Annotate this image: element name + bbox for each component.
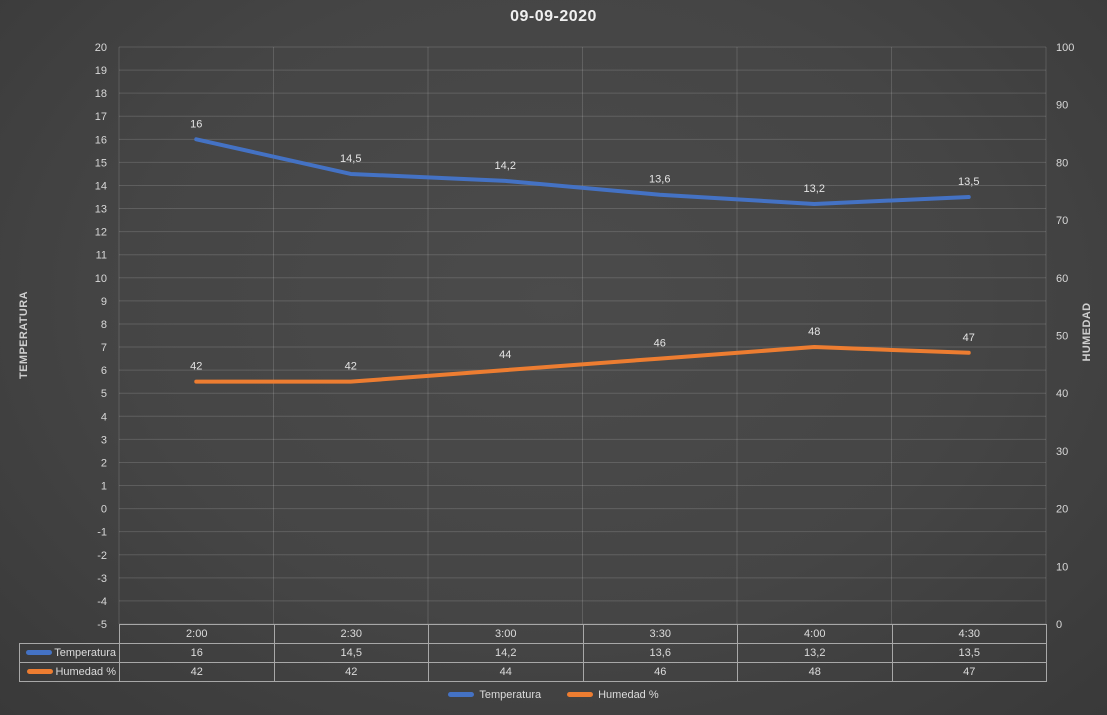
temperatura-data-label: 14,5 xyxy=(340,153,361,165)
table-row: Temperatura 16 14,5 14,2 13,6 13,2 13,5 xyxy=(19,643,1047,663)
table-header-cell: 4:30 xyxy=(891,624,1047,644)
table-row: Humedad % 42 42 44 46 48 47 xyxy=(19,662,1047,682)
table-header-cell: 3:30 xyxy=(582,624,738,644)
table-cell: 42 xyxy=(119,662,275,682)
table-row-label: Humedad % xyxy=(19,662,120,682)
left-axis-tick: 8 xyxy=(101,319,107,331)
table-cell: 42 xyxy=(273,662,429,682)
table-cell: 14,2 xyxy=(428,643,584,663)
table-cell: 44 xyxy=(428,662,584,682)
left-axis-tick: 1 xyxy=(101,481,107,493)
table-cell: 14,5 xyxy=(273,643,429,663)
left-axis-tick: 9 xyxy=(101,296,107,308)
left-axis-tick: 18 xyxy=(95,88,107,100)
chart-data-table: 2:00 2:30 3:00 3:30 4:00 4:30 Temperatura 16 14,… xyxy=(19,624,1047,682)
left-axis-tick: -5 xyxy=(97,619,107,631)
right-axis-tick: 100 xyxy=(1056,42,1074,54)
humedad-data-label: 42 xyxy=(345,361,357,373)
left-axis-tick: 11 xyxy=(96,250,107,262)
chart-title: 09-09-2020 xyxy=(510,8,597,25)
table-cell: 13,5 xyxy=(891,643,1047,663)
table-header-cell: 2:30 xyxy=(273,624,429,644)
humedad-data-label: 47 xyxy=(963,332,975,344)
left-axis-tick: -3 xyxy=(97,573,107,585)
humedad-legend-swatch-icon xyxy=(567,691,594,697)
right-axis-tick: 90 xyxy=(1056,100,1068,112)
table-cell: 16 xyxy=(119,643,275,663)
table-header-cell: 3:00 xyxy=(428,624,584,644)
table-cell: 47 xyxy=(891,662,1047,682)
left-axis-tick: 16 xyxy=(95,134,107,146)
table-cell: 48 xyxy=(737,662,893,682)
humedad-line xyxy=(194,345,971,384)
left-axis-tick: 10 xyxy=(95,273,107,285)
temperatura-data-label: 16 xyxy=(190,118,202,130)
right-axis-tick: 10 xyxy=(1056,561,1068,573)
left-axis-tick: 17 xyxy=(95,111,107,123)
right-axis-tick: 20 xyxy=(1056,504,1068,516)
right-axis-tick: 80 xyxy=(1056,157,1068,169)
table-row-label: Temperatura xyxy=(19,643,120,663)
left-axis-tick: 19 xyxy=(95,65,107,77)
left-axis-tick: 13 xyxy=(95,204,107,216)
table-cell: 46 xyxy=(582,662,738,682)
table-cell: 13,2 xyxy=(737,643,893,663)
left-axis-tick: 0 xyxy=(101,504,107,516)
right-axis-tick: 30 xyxy=(1056,446,1068,458)
table-header-cell: 2:00 xyxy=(119,624,275,644)
right-axis-tick: 40 xyxy=(1056,388,1068,400)
left-axis-tick: 7 xyxy=(101,342,107,354)
temperatura-data-label: 13,2 xyxy=(804,183,825,195)
humedad-data-label: 44 xyxy=(499,349,511,361)
left-axis-tick: 14 xyxy=(95,180,107,192)
left-axis-tick: 12 xyxy=(95,227,107,239)
temperatura-swatch-icon xyxy=(26,649,53,655)
left-axis-tick: 15 xyxy=(95,157,107,169)
left-axis-tick: 2 xyxy=(101,457,107,469)
left-axis-tick: -2 xyxy=(97,550,107,562)
legend-label: Humedad % xyxy=(598,689,659,701)
temperatura-legend-swatch-icon xyxy=(448,691,475,697)
table-header-cell: 4:00 xyxy=(737,624,893,644)
humedad-swatch-icon xyxy=(27,668,54,674)
table-cell: 13,6 xyxy=(582,643,738,663)
legend: Temperatura Humedad % xyxy=(0,689,1107,701)
left-axis-tick: 5 xyxy=(101,388,107,400)
temperatura-data-label: 13,6 xyxy=(649,174,670,186)
left-axis-tick: 4 xyxy=(101,411,107,423)
left-axis-tick: -1 xyxy=(97,527,107,539)
legend-item-humedad: Humedad % xyxy=(567,689,659,701)
right-axis-tick: 50 xyxy=(1056,331,1068,343)
legend-label: Temperatura xyxy=(479,689,542,701)
temperatura-line xyxy=(194,137,971,206)
temperatura-data-label: 14,2 xyxy=(495,160,516,172)
legend-item-temperatura: Temperatura xyxy=(448,689,541,701)
humedad-data-label: 46 xyxy=(654,338,666,350)
temperatura-data-label: 13,5 xyxy=(958,176,979,188)
humedad-data-label: 48 xyxy=(808,326,820,338)
left-axis-tick: 20 xyxy=(95,42,107,54)
right-axis-tick: 70 xyxy=(1056,215,1068,227)
right-axis-tick: 60 xyxy=(1056,273,1068,285)
left-axis-tick: -4 xyxy=(97,596,107,608)
right-axis-tick: 0 xyxy=(1056,619,1062,631)
left-axis-tick: 3 xyxy=(101,434,107,446)
left-axis-tick: 6 xyxy=(101,365,107,377)
humedad-data-label: 42 xyxy=(190,361,202,373)
table-corner-cell xyxy=(20,625,120,644)
